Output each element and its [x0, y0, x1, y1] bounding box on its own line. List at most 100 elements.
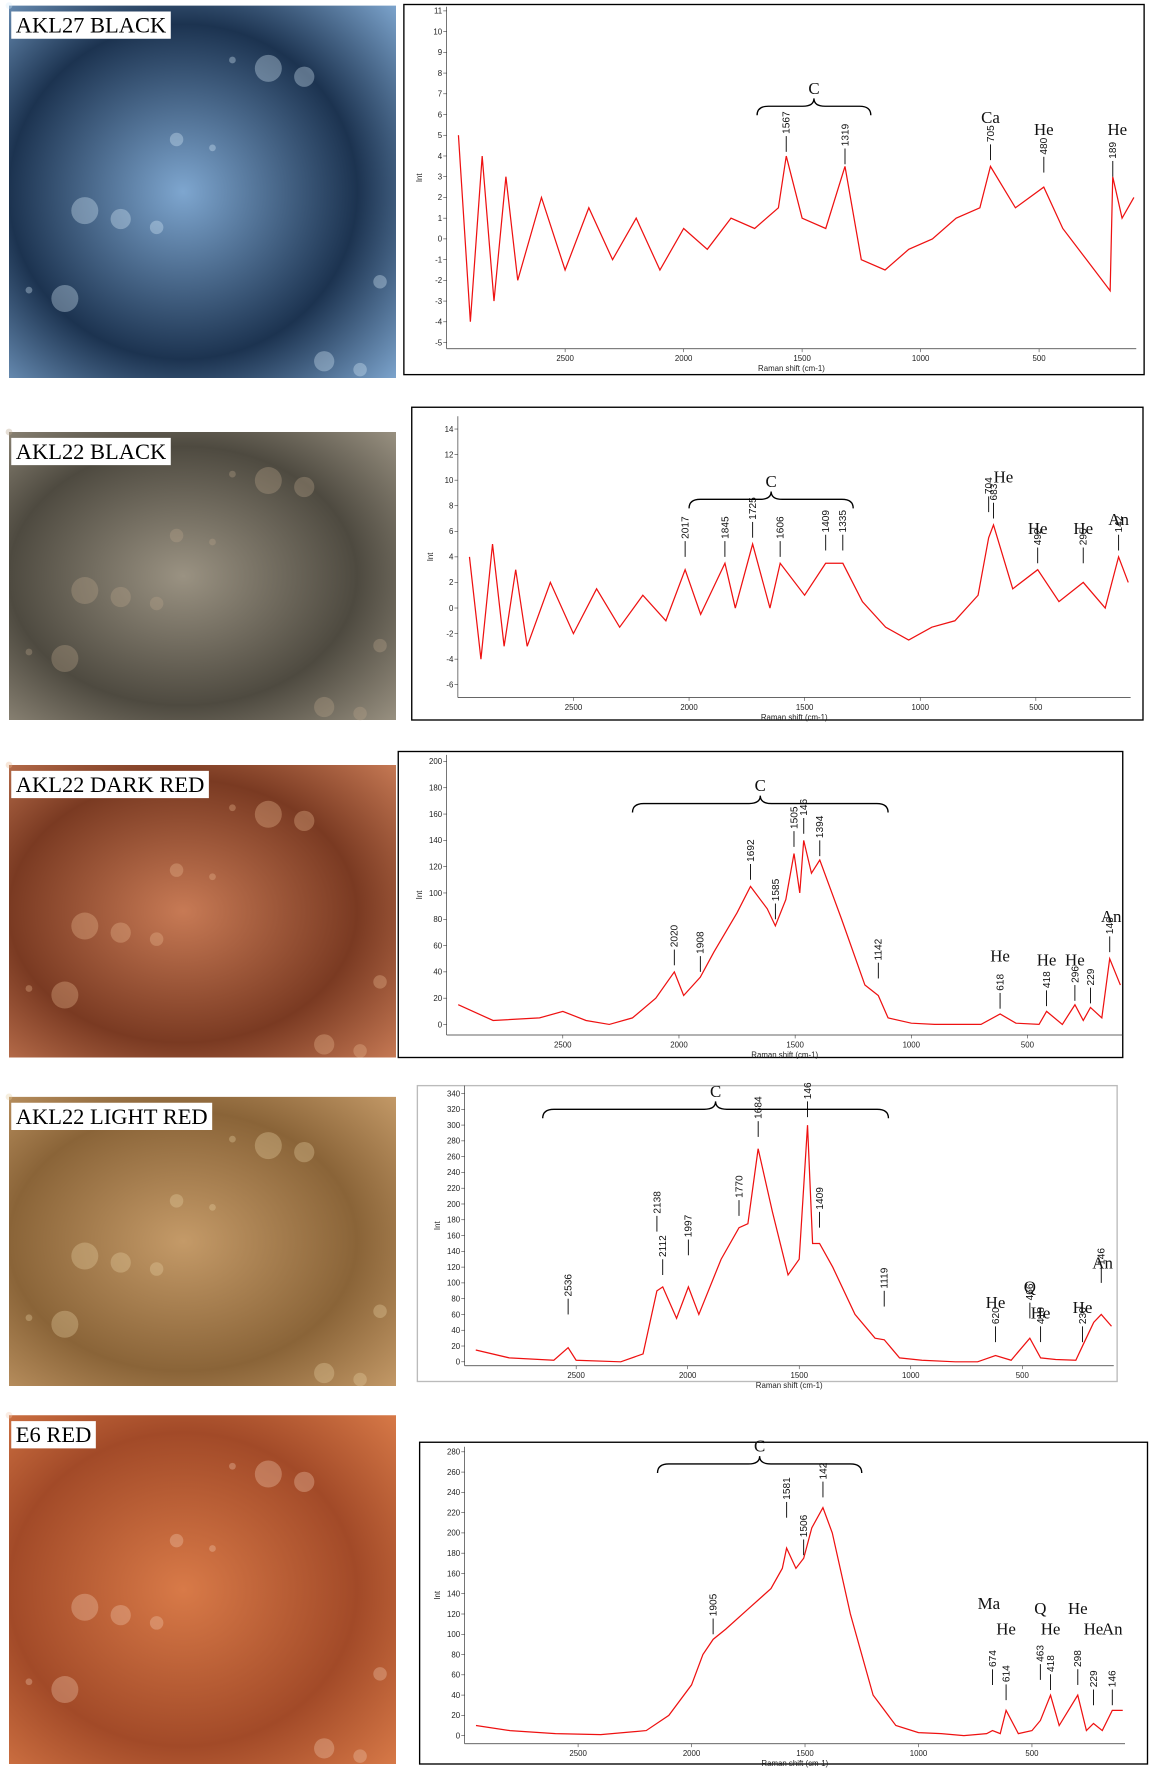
brace-label: C	[754, 1437, 765, 1456]
x-tick-label: 2500	[569, 1749, 587, 1758]
photo-speck	[294, 67, 314, 87]
band-annotation: An	[1092, 1254, 1113, 1273]
peak-label: 418	[1046, 1655, 1057, 1672]
y-tick-label: 60	[433, 941, 442, 950]
band-annotation: He	[1073, 519, 1093, 538]
photo-speck	[314, 1034, 334, 1054]
y-tick-label: 280	[447, 1137, 461, 1146]
photo-speck	[111, 587, 131, 607]
peak-label: 1770	[734, 1175, 745, 1198]
y-tick-label: 320	[447, 1105, 461, 1114]
y-tick-label: 60	[451, 1671, 460, 1680]
brace-label: C	[808, 79, 819, 98]
photo-speck	[111, 1252, 131, 1272]
x-tick-label: 2500	[567, 1371, 585, 1380]
y-tick-label: 11	[434, 7, 442, 16]
peak-label: 1335	[838, 510, 849, 533]
photo-speck	[255, 1461, 282, 1488]
y-tick-label: 20	[433, 994, 442, 1003]
peak-label: 189	[1108, 141, 1119, 158]
y-tick-label: 200	[447, 1529, 461, 1538]
photo-speck	[26, 1314, 33, 1321]
x-tick-label: 500	[1021, 1040, 1035, 1049]
band-annotation: He	[1084, 1619, 1104, 1638]
y-tick-label: 3	[438, 173, 443, 182]
y-tick-label: 8	[449, 502, 454, 511]
photo-speck	[353, 1373, 367, 1387]
y-tick-label: 120	[447, 1263, 461, 1272]
photo-speck	[229, 1136, 236, 1143]
photo-speck	[51, 1311, 78, 1338]
photo-speck	[150, 597, 163, 610]
x-tick-label: 1000	[910, 1749, 928, 1758]
peak-label: 1119	[880, 1267, 891, 1288]
photo-speck	[209, 1204, 216, 1211]
photo-speck	[6, 429, 13, 436]
y-tick-label: 240	[447, 1168, 461, 1177]
photo-speck	[294, 477, 314, 497]
peak-label: 1606	[776, 516, 787, 539]
y-tick-label: 20	[451, 1711, 460, 1720]
photo-speck	[51, 285, 78, 312]
peak-label: 674	[988, 1650, 999, 1667]
y-tick-label: 1	[438, 214, 442, 223]
x-tick-label: 2000	[683, 1749, 701, 1758]
y-tick-label: 100	[429, 889, 443, 898]
peak-label: 1845	[720, 516, 731, 539]
y-tick-label: 14	[445, 425, 454, 434]
photo-speck	[314, 1738, 334, 1758]
x-tick-label: 1500	[796, 1749, 814, 1758]
photo-speck	[71, 197, 98, 224]
photo-speck	[373, 1305, 386, 1319]
peak-label: 1905	[708, 1593, 719, 1616]
spectrum-line	[469, 525, 1128, 659]
spectrum-line	[458, 135, 1133, 322]
y-tick-label: 220	[447, 1508, 461, 1517]
y-tick-label: 140	[429, 836, 443, 845]
x-tick-label: 500	[1033, 354, 1047, 363]
band-annotation: An	[1102, 1619, 1123, 1638]
photo-speck	[111, 209, 131, 229]
x-axis-label: Raman shift (cm-1)	[761, 1759, 828, 1768]
peak-label: 705	[986, 125, 997, 142]
band-annotation: He	[986, 1293, 1006, 1312]
y-tick-label: 0	[456, 1731, 461, 1740]
photo-speck	[71, 577, 98, 604]
photo-speck	[150, 1262, 163, 1276]
x-tick-label: 2500	[565, 703, 583, 712]
peak-label: 2020	[670, 924, 681, 947]
photo-speck	[314, 697, 334, 717]
photo-speck	[150, 1616, 163, 1630]
band-annotation: He	[1034, 120, 1054, 139]
y-tick-label: -2	[446, 629, 453, 638]
brace-label: C	[755, 776, 766, 795]
x-tick-label: 1000	[912, 354, 930, 363]
photo-speck	[170, 133, 183, 146]
peak-label: 1409	[821, 510, 832, 533]
y-axis-label: Int	[426, 552, 435, 562]
photo-speck	[26, 1678, 33, 1685]
y-tick-label: 280	[447, 1448, 461, 1457]
y-tick-label: 0	[438, 1020, 443, 1029]
x-tick-label: 2500	[556, 354, 574, 363]
y-axis-label: Int	[433, 1221, 442, 1231]
photo-speck	[6, 1093, 13, 1100]
peak-label: 1142	[874, 938, 885, 960]
band-annotation: He	[994, 468, 1014, 487]
peak-label: 2017	[681, 516, 692, 539]
photo-speck	[373, 275, 386, 289]
photo-speck	[71, 1594, 98, 1621]
x-tick-label: 500	[1029, 703, 1043, 712]
peak-label: 1581	[782, 1477, 793, 1500]
peak-label: 618	[995, 973, 1006, 990]
photo-speck	[314, 1363, 334, 1383]
brace	[633, 796, 889, 813]
y-tick-label: 2	[438, 193, 442, 202]
chart-frame	[417, 1086, 1117, 1382]
photo-speck	[26, 985, 33, 992]
band-annotation: He	[1028, 519, 1048, 538]
band-annotation: An	[1101, 907, 1122, 926]
y-tick-label: 140	[447, 1247, 461, 1256]
sample-label: AKL22 DARK RED	[16, 772, 205, 797]
peak-label: 229	[1089, 1670, 1100, 1687]
